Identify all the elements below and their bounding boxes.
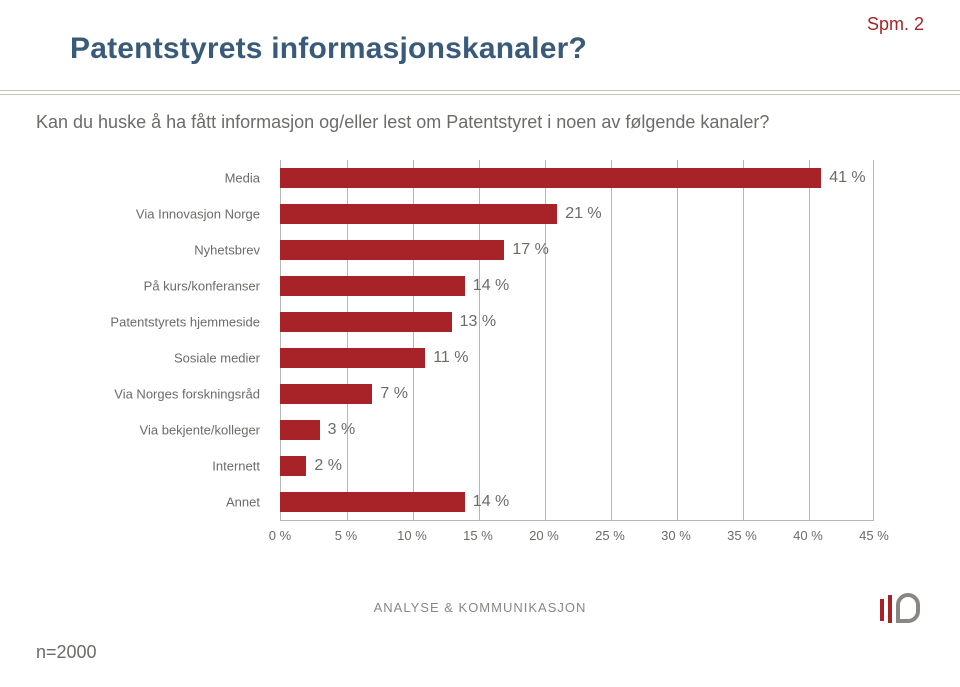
subtitle: Kan du huske å ha fått informasjon og/el… — [36, 112, 769, 133]
category-label: Media — [90, 171, 270, 186]
category-label: Via Innovasjon Norge — [90, 207, 270, 222]
x-tick-label: 0 % — [269, 528, 291, 543]
bar-chart: 0 % 5 % 10 % 15 % 20 % 25 % 30 % 35 % 40 % 45 % Me… — [90, 160, 890, 560]
x-tick-label: 10 % — [397, 528, 427, 543]
bar — [280, 168, 821, 188]
category-label: Via Norges forskningsråd — [90, 387, 270, 402]
corner-question-number: Spm. 2 — [867, 14, 924, 35]
bar — [280, 420, 320, 440]
chart-row: Sosiale medier 11 % — [90, 340, 890, 376]
value-label: 11 % — [433, 349, 468, 367]
footer-brand-icon — [880, 593, 922, 627]
x-tick-label: 45 % — [859, 528, 889, 543]
category-label: Patentstyrets hjemmeside — [90, 315, 270, 330]
divider — [0, 94, 960, 95]
bar — [280, 348, 425, 368]
value-label: 7 % — [380, 385, 408, 403]
bar — [280, 240, 504, 260]
x-tick-label: 5 % — [335, 528, 357, 543]
x-tick-label: 30 % — [661, 528, 691, 543]
bar — [280, 204, 557, 224]
category-label: Annet — [90, 495, 270, 510]
value-label: 21 % — [565, 205, 601, 223]
x-tick-label: 35 % — [727, 528, 757, 543]
divider — [0, 90, 960, 91]
chart-row: På kurs/konferanser 14 % — [90, 268, 890, 304]
x-tick-label: 25 % — [595, 528, 625, 543]
category-label: Internett — [90, 459, 270, 474]
value-label: 13 % — [460, 313, 496, 331]
bar — [280, 276, 465, 296]
category-label: Via bekjente/kolleger — [90, 423, 270, 438]
x-axis — [280, 520, 874, 521]
chart-row: Internett 2 % — [90, 448, 890, 484]
sample-size-label: n=2000 — [36, 642, 97, 663]
chart-row: Nyhetsbrev 17 % — [90, 232, 890, 268]
value-label: 2 % — [314, 457, 342, 475]
chart-row: Via Norges forskningsråd 7 % — [90, 376, 890, 412]
chart-row: Via Innovasjon Norge 21 % — [90, 196, 890, 232]
bar — [280, 456, 306, 476]
page-title: Patentstyrets informasjonskanaler? — [70, 32, 587, 66]
value-label: 14 % — [473, 277, 509, 295]
chart-row: Patentstyrets hjemmeside 13 % — [90, 304, 890, 340]
chart-row: Media 41 % — [90, 160, 890, 196]
category-label: På kurs/konferanser — [90, 279, 270, 294]
value-label: 3 % — [328, 421, 356, 439]
chart-row: Annet 14 % — [90, 484, 890, 520]
bar — [280, 312, 452, 332]
value-label: 41 % — [829, 169, 865, 187]
footer-company-logo: ANALYSE & KOMMUNIKASJON — [374, 600, 587, 615]
category-label: Nyhetsbrev — [90, 243, 270, 258]
x-tick-label: 20 % — [529, 528, 559, 543]
category-label: Sosiale medier — [90, 351, 270, 366]
chart-row: Via bekjente/kolleger 3 % — [90, 412, 890, 448]
x-tick-label: 15 % — [463, 528, 493, 543]
value-label: 14 % — [473, 493, 509, 511]
bar — [280, 384, 372, 404]
bar — [280, 492, 465, 512]
x-tick-label: 40 % — [793, 528, 823, 543]
value-label: 17 % — [512, 241, 548, 259]
slide: Spm. 2 Patentstyrets informasjonskanaler… — [0, 0, 960, 687]
